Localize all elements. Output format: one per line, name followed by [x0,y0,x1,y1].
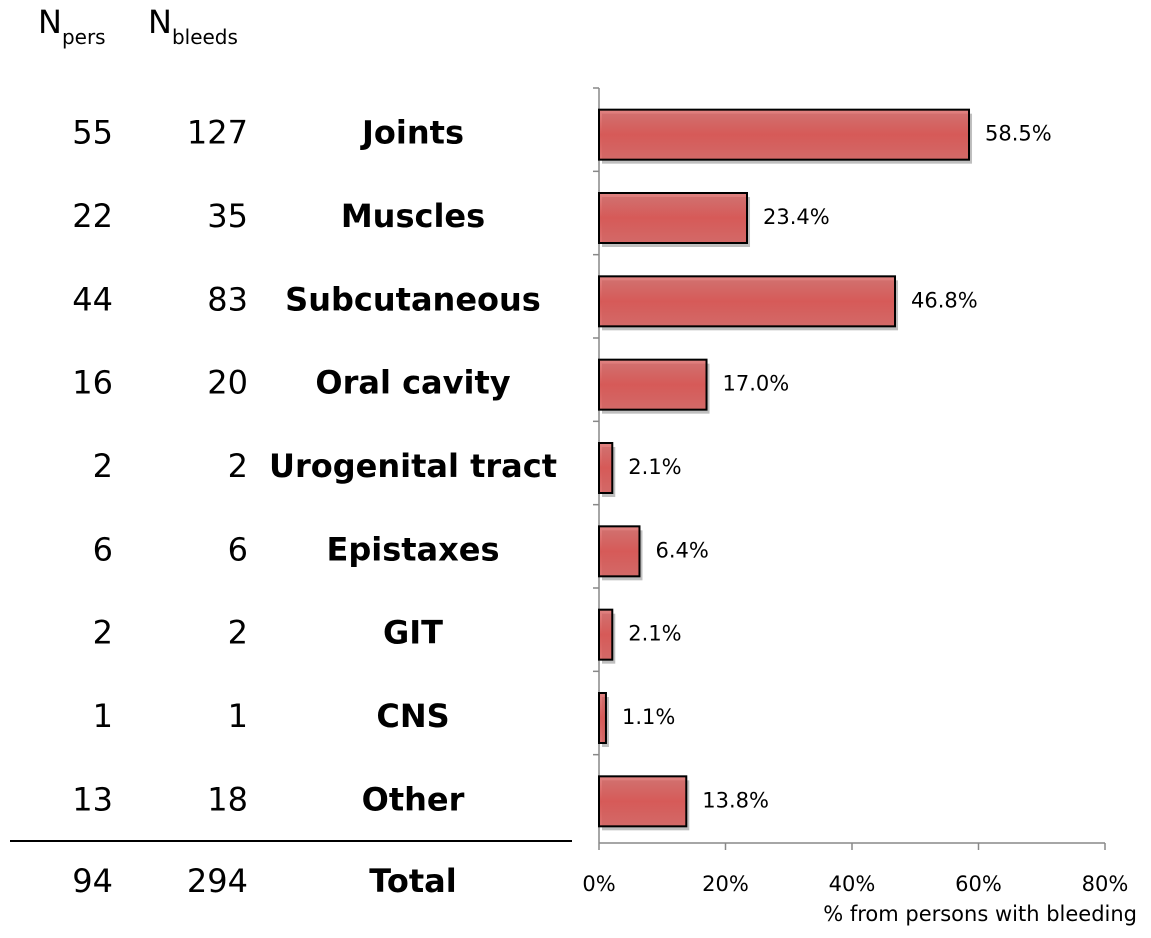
category-label: GIT [383,614,443,652]
nbleeds: 83 [207,280,248,318]
bar [598,108,971,161]
value-label: 23.4% [763,205,830,229]
npers: 16 [72,364,113,402]
nbleeds: 35 [207,197,248,235]
total-npers: 94 [72,862,113,900]
total-nbleeds: 294 [187,862,248,900]
bar [598,358,708,411]
nbleeds: 2 [228,614,248,652]
x-tick-label: 40% [829,872,876,896]
x-tick-label: 20% [702,872,749,896]
x-tick-label: 0% [582,872,615,896]
category-label: Muscles [341,197,485,235]
value-label: 13.8% [702,788,769,812]
nbleeds: 6 [228,530,248,568]
header-main: N [148,3,172,41]
x-axis-label: % from persons with bleeding [823,902,1137,926]
total-label: Total [369,862,456,900]
category-label: Subcutaneous [285,280,541,318]
category-label: Oral cavity [315,364,510,402]
npers: 22 [72,197,113,235]
value-label: 46.8% [911,288,978,312]
nbleeds: 2 [228,447,248,485]
nbleeds: 1 [228,697,248,735]
header-nbleeds: Nbleeds [148,3,238,49]
npers: 2 [93,447,113,485]
npers: 2 [93,614,113,652]
category-label: Epistaxes [326,530,499,568]
bar [598,608,614,661]
npers: 55 [72,114,113,152]
category-label: Other [362,780,465,818]
bar [598,692,607,744]
npers: 6 [93,530,113,568]
category-label: Urogenital tract [269,447,557,485]
value-label: 1.1% [622,705,675,729]
header-npers: Npers [38,3,106,49]
bar [598,275,897,328]
category-label: Joints [360,114,464,152]
nbleeds: 18 [207,780,248,818]
npers: 44 [72,280,113,318]
header-main: N [38,3,62,41]
x-tick-label: 60% [955,872,1002,896]
bar [598,442,614,494]
npers: 1 [93,697,113,735]
bar [598,775,688,828]
header-sub: bleeds [172,25,238,49]
npers: 13 [72,780,113,818]
bar [598,192,749,244]
nbleeds: 20 [207,364,248,402]
value-label: 17.0% [723,372,790,396]
value-label: 58.5% [985,122,1052,146]
category-label: CNS [376,697,449,735]
value-label: 2.1% [628,455,681,479]
value-label: 6.4% [655,538,708,562]
header-sub: pers [62,25,106,49]
bar [598,525,641,578]
x-tick-label: 80% [1082,872,1129,896]
nbleeds: 127 [187,114,248,152]
value-label: 2.1% [628,622,681,646]
